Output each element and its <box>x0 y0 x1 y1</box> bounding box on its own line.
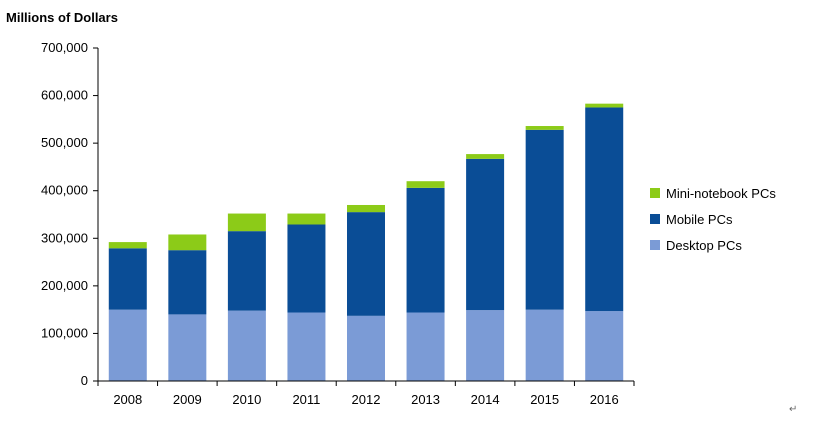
bar-desktop-pcs-2011 <box>287 312 326 381</box>
bar-mini-notebook-pcs-2008 <box>108 242 147 249</box>
bar-desktop-pcs-2010 <box>227 310 266 381</box>
x-tick-label: 2009 <box>173 392 202 407</box>
bar-mini-notebook-pcs-2012 <box>347 204 385 213</box>
legend-label: Mini-notebook PCs <box>666 185 776 201</box>
bar-mobile-pcs-2012 <box>347 212 385 316</box>
x-tick-label: 2012 <box>352 392 381 407</box>
bar-desktop-pcs-2009 <box>168 314 207 381</box>
bar-desktop-pcs-2012 <box>347 315 385 381</box>
y-tick-label: 200,000 <box>41 278 88 293</box>
y-tick-label: 700,000 <box>41 40 88 55</box>
y-tick-label: 100,000 <box>41 325 88 340</box>
legend-label: Desktop PCs <box>666 237 742 253</box>
bar-mini-notebook-pcs-2011 <box>287 213 326 225</box>
legend-label: Mobile PCs <box>666 211 733 227</box>
x-tick-label: 2016 <box>590 392 619 407</box>
x-tick-label: 2015 <box>530 392 559 407</box>
return-marker: ↵ <box>789 404 798 415</box>
legend-item: Desktop PCs <box>650 232 776 258</box>
bar-mobile-pcs-2009 <box>168 250 207 315</box>
x-tick-label: 2013 <box>411 392 440 407</box>
bar-mini-notebook-pcs-2009 <box>168 234 207 251</box>
y-tick-label: 500,000 <box>41 135 88 150</box>
bar-mini-notebook-pcs-2015 <box>525 126 564 130</box>
bar-mobile-pcs-2008 <box>108 248 147 310</box>
x-tick-label: 2014 <box>471 392 500 407</box>
bar-mobile-pcs-2010 <box>227 231 266 311</box>
bar-desktop-pcs-2008 <box>108 309 147 381</box>
y-tick-label: 400,000 <box>41 183 88 198</box>
legend-swatch <box>650 240 660 250</box>
bar-mobile-pcs-2014 <box>466 158 505 311</box>
x-tick-label: 2011 <box>292 392 320 407</box>
legend: Mini-notebook PCs Mobile PCs Desktop PCs <box>650 180 776 258</box>
bar-mobile-pcs-2013 <box>406 187 445 313</box>
x-tick-label: 2008 <box>113 392 142 407</box>
bar-mini-notebook-pcs-2016 <box>585 103 624 108</box>
bar-mobile-pcs-2011 <box>287 224 326 313</box>
bar-mini-notebook-pcs-2010 <box>227 213 266 232</box>
bar-mini-notebook-pcs-2013 <box>406 181 445 188</box>
bar-mobile-pcs-2016 <box>585 107 624 312</box>
legend-swatch <box>650 188 660 198</box>
bar-desktop-pcs-2016 <box>585 311 624 381</box>
bar-desktop-pcs-2013 <box>406 312 445 381</box>
y-tick-label: 600,000 <box>41 88 88 103</box>
bar-mini-notebook-pcs-2014 <box>466 154 505 159</box>
legend-item: Mini-notebook PCs <box>650 180 776 206</box>
x-tick-label: 2010 <box>232 392 261 407</box>
bar-mobile-pcs-2015 <box>525 129 564 310</box>
bar-desktop-pcs-2015 <box>525 309 564 381</box>
bar-desktop-pcs-2014 <box>466 310 505 381</box>
legend-swatch <box>650 214 660 224</box>
y-tick-label: 0 <box>81 373 88 388</box>
legend-item: Mobile PCs <box>650 206 776 232</box>
y-axis-title: Millions of Dollars <box>6 10 118 25</box>
y-tick-label: 300,000 <box>41 230 88 245</box>
